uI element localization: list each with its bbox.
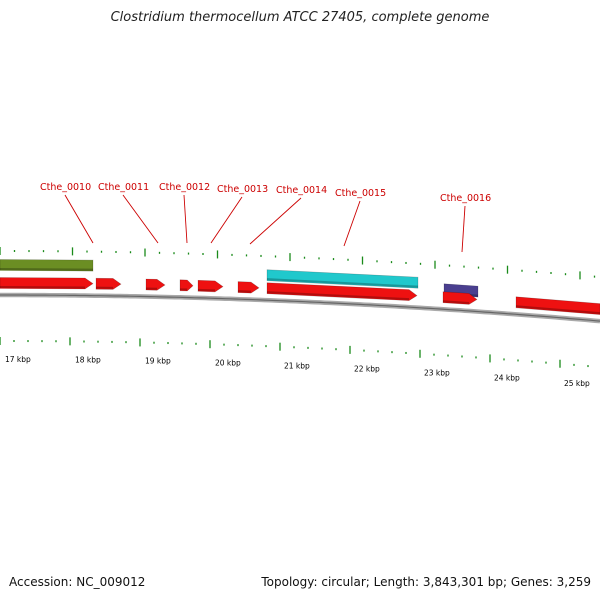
gene-label-cthe-0015: Cthe_0015 [335,188,386,199]
cds-arrow [237,281,260,294]
cds-arrow [0,277,94,290]
cyan-gene-block-shade [266,278,419,288]
cds-arrow-shade [266,291,410,301]
kbp-label: 19 kbp [145,357,171,366]
kbp-label: 20 kbp [215,359,241,368]
cds-arrow [197,279,224,293]
kbp-label: 23 kbp [424,369,450,378]
gene-labels: Cthe_0010 Cthe_0011 Cthe_0012 Cthe_0013 Cthe… [40,182,491,253]
olive-gene-block-shade [0,268,94,271]
gene-label-leader [183,194,188,244]
map-title: Clostridium thermocellum ATCC 27405, com… [110,10,490,25]
cds-arrow [179,279,194,292]
kbp-label: 24 kbp [494,373,520,382]
gene-label-cthe-0016: Cthe_0016 [440,193,491,204]
cds-arrow-shade [442,300,470,304]
gene-label-cthe-0010: Cthe_0010 [40,182,91,193]
cds-arrow [266,282,418,301]
kbp-label: 21 kbp [284,361,310,370]
kbp-label: 22 kbp [354,365,380,374]
gene-label-cthe-0011: Cthe_0011 [98,182,149,193]
gene-label-leader [122,194,159,244]
cds-arrow-shade [197,288,216,292]
gene-label-cthe-0013: Cthe_0013 [217,184,268,195]
accession-text: Accession: NC_009012 [9,575,146,589]
gene-label-leader [461,205,466,253]
kbp-label: 25 kbp [564,379,590,388]
cds-arrow-shade [0,286,86,289]
gene-label-leader [249,197,302,245]
cds-arrow-shade [515,305,600,315]
tick-marks [0,247,596,368]
gene-label-leader [210,196,243,244]
olive-gene-block [0,259,94,272]
gene-label-leader [64,194,94,244]
kbp-label: 18 kbp [75,356,101,365]
gene-label-cthe-0012: Cthe_0012 [159,182,210,193]
gene-features [0,259,600,324]
cds-arrow [515,296,600,315]
gene-label-cthe-0014: Cthe_0014 [276,185,327,196]
cds-arrow [95,277,122,290]
cds-arrow [145,278,166,291]
backbone-line-edge [0,294,600,322]
backbone-line [0,292,600,324]
cds-arrow [442,291,478,305]
topology-text: Topology: circular; Length: 3,843,301 bp… [261,575,591,589]
cyan-gene-block [266,269,419,289]
gene-label-leader [343,200,361,247]
kbp-scale: 17 kbp 18 kbp 19 kbp 20 kbp 21 kbp 22 kbp 23 k… [5,355,590,388]
kbp-label: 17 kbp [5,355,31,364]
